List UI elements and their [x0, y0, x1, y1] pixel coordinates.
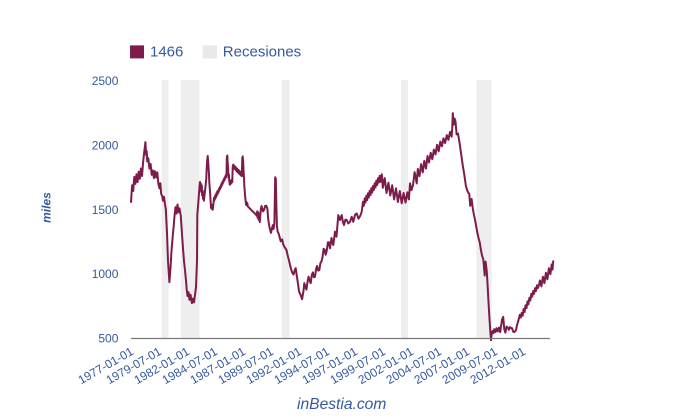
svg-text:inBestia.com: inBestia.com	[297, 396, 386, 413]
svg-text:1500: 1500	[92, 203, 119, 217]
svg-text:2500: 2500	[92, 74, 119, 88]
svg-text:miles: miles	[40, 192, 54, 223]
svg-text:1466: 1466	[150, 43, 183, 60]
svg-text:2000: 2000	[92, 138, 119, 152]
svg-text:500: 500	[98, 332, 118, 346]
svg-text:1000: 1000	[92, 267, 119, 281]
svg-text:Recesiones: Recesiones	[223, 43, 301, 60]
